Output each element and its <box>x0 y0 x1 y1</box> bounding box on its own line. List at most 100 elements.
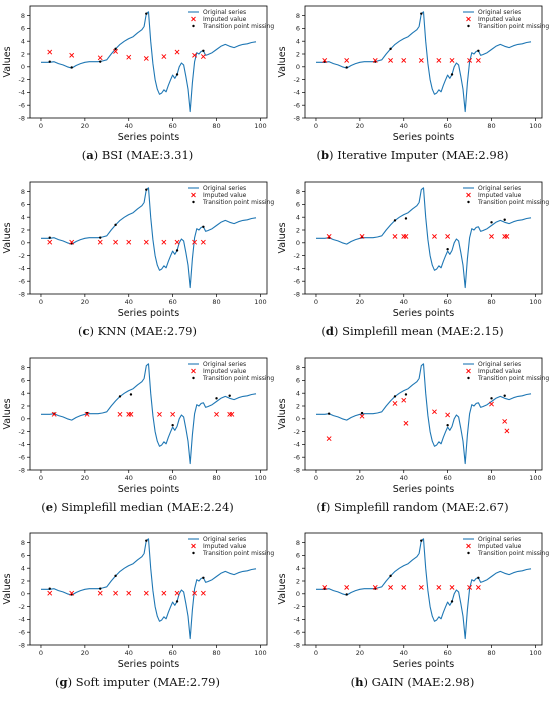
transition-point <box>175 73 179 76</box>
panel-caption: (b) Iterative Imputer (MAE:2.98) <box>316 148 509 162</box>
x-tick-label: 40 <box>125 122 133 130</box>
x-tick-label: 40 <box>400 474 408 482</box>
transition-point <box>129 393 133 396</box>
imputed-point <box>322 584 328 590</box>
y-tick-label: -4 <box>19 89 25 97</box>
transition-point <box>420 12 423 15</box>
transition-point <box>202 49 205 52</box>
chart-panel-g: -8 -6 -4 -2 0 2 4 6 8 0 20 40 60 80 100 Series points Va… <box>0 527 275 703</box>
transition-point <box>228 394 231 397</box>
imputed-point <box>401 584 407 590</box>
y-tick-label: 8 <box>21 364 25 372</box>
transition-point <box>114 574 117 578</box>
panel-letter: a <box>86 148 94 162</box>
imputed-point <box>97 590 103 596</box>
imputed-point <box>214 411 219 417</box>
imputed-point <box>192 590 198 596</box>
chart-panel-b: -8 -6 -4 -2 0 2 4 6 8 0 20 40 60 80 100 Series points Va… <box>275 0 550 176</box>
original-series-line <box>41 11 257 113</box>
y-tick-label: 6 <box>21 552 25 560</box>
chart-panel-e: -8 -6 -4 -2 0 2 4 6 8 0 20 40 60 80 100 Series points Va… <box>0 352 275 528</box>
y-axis-label: Values <box>2 398 13 429</box>
y-tick-label: -8 <box>294 466 300 474</box>
plot-frame <box>304 357 543 471</box>
legend-entry: Transition point missing value <box>477 199 550 206</box>
y-tick-label: 2 <box>21 226 25 234</box>
y-tick-label: 4 <box>21 390 25 398</box>
imputed-point <box>436 584 442 590</box>
imputed-point <box>432 233 437 239</box>
panel-caption: (g) Soft imputer (MAE:2.79) <box>55 675 220 689</box>
y-tick-label: 4 <box>296 38 300 46</box>
legend-entry: Transition point missing value <box>477 550 550 557</box>
x-tick-label: 40 <box>125 474 133 482</box>
x-tick-label: 80 <box>212 474 220 482</box>
legend-x-swatch <box>191 368 196 374</box>
legend-x-swatch <box>191 543 196 549</box>
panel-caption-text: KNN (MAE:2.79) <box>97 324 197 338</box>
y-tick-label: 6 <box>296 377 300 385</box>
y-tick-label: -2 <box>294 603 300 611</box>
transition-point <box>389 574 392 578</box>
x-axis-label: Series points <box>393 659 454 670</box>
plot-frame <box>304 5 543 119</box>
y-tick-label: -6 <box>19 278 25 286</box>
y-tick-label: 4 <box>296 565 300 573</box>
y-tick-label: -4 <box>294 89 300 97</box>
x-tick-label: 20 <box>81 474 89 482</box>
panel-caption: (f) Simplefill random (MAE:2.67) <box>316 500 509 514</box>
imputed-point <box>174 239 180 245</box>
y-tick-label: 8 <box>296 12 300 20</box>
y-tick-label: -2 <box>19 252 25 260</box>
legend-x-swatch <box>191 16 196 22</box>
y-tick-label: 8 <box>296 188 300 196</box>
imputed-point <box>192 52 198 58</box>
x-tick-label: 80 <box>212 122 220 130</box>
y-tick-label: 6 <box>21 25 25 33</box>
imputed-point <box>322 57 328 63</box>
panel-letter: f <box>320 500 326 514</box>
panel-letter: b <box>320 148 330 162</box>
original-series-line <box>41 538 257 640</box>
chart-panel-c: -8 -6 -4 -2 0 2 4 6 8 0 20 40 60 80 100 Series points Va… <box>0 176 275 352</box>
panel-letter: e <box>45 500 54 514</box>
panel-caption-text: Simplefill random (MAE:2.67) <box>334 500 509 514</box>
legend-entry: Imputed value <box>203 543 247 550</box>
imputed-point <box>69 590 75 596</box>
transition-point <box>114 47 117 51</box>
y-tick-label: 2 <box>296 226 300 234</box>
imputed-point <box>388 584 394 590</box>
imputed-point <box>392 233 398 239</box>
x-axis-label: Series points <box>393 132 454 143</box>
legend-entry: Imputed value <box>203 368 247 375</box>
transition-point <box>503 394 506 397</box>
original-series-line <box>316 538 532 640</box>
transition-point <box>70 66 73 69</box>
transition-point <box>118 395 122 398</box>
imputed-point <box>449 57 455 63</box>
plot-frame <box>29 5 268 119</box>
imputed-point <box>445 412 451 418</box>
y-axis-label: Values <box>2 573 13 604</box>
y-tick-label: 0 <box>296 590 300 598</box>
legend-entry: Original series <box>203 536 246 543</box>
imputed-point <box>126 54 132 60</box>
imputed-point <box>161 590 167 596</box>
y-tick-label: 4 <box>296 214 300 222</box>
x-tick-label: 20 <box>356 474 364 482</box>
imputed-point <box>113 49 119 54</box>
legend-entry: Transition point missing value <box>477 375 550 382</box>
imputed-point <box>192 239 198 245</box>
panel-caption-text: Iterative Imputer (MAE:2.98) <box>337 148 509 162</box>
transition-point <box>215 397 218 400</box>
imputed-point <box>359 233 365 239</box>
